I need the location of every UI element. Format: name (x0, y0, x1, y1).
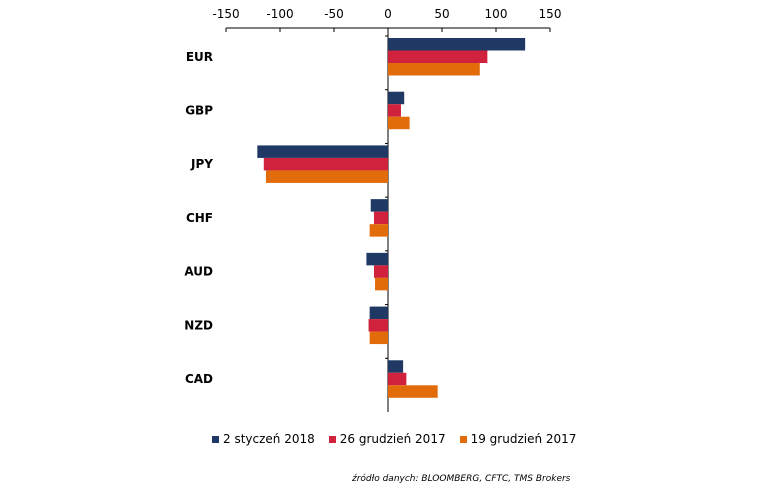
legend-swatch-series-1 (212, 435, 219, 443)
bar-gbp-series-1 (388, 91, 405, 105)
legend-item-series-3: 19 grudzień 2017 (459, 432, 577, 446)
legend-swatch-series-2 (328, 435, 336, 443)
x-tick-label: -100 (266, 7, 293, 21)
category-labels: EUR GBP JPY CHF AUD NZD CAD (184, 50, 213, 386)
category-label-gbp: GBP (185, 103, 213, 117)
bar-chf-series-2 (373, 211, 388, 225)
bar-eur-series-1 (388, 38, 526, 51)
source-note: źródło danych: BLOOMBERG, CFTC, TMS Brok… (352, 474, 571, 484)
bar-chf-series-1 (370, 199, 388, 212)
category-label-nzd: NZD (184, 318, 213, 332)
bar-nzd-series-2 (368, 319, 388, 332)
bar-cad-series-2 (388, 372, 407, 386)
category-label-cad: CAD (185, 372, 213, 386)
x-tick-label: 50 (434, 7, 449, 21)
legend-label-series-1: 2 styczeń 2018 (223, 432, 315, 446)
category-label-jpy: JPY (190, 157, 213, 171)
bar-jpy-series-3 (265, 170, 388, 183)
bar-gbp-series-2 (388, 104, 401, 117)
category-label-aud: AUD (184, 265, 213, 279)
bar-eur-series-3 (388, 63, 480, 76)
bar-aud-series-1 (366, 252, 388, 266)
bar-cad-series-3 (388, 385, 438, 398)
x-tick-label: -150 (212, 7, 239, 21)
bar-chart: -150 -100 -50 0 50 100 150 EUR GBP JPY CHF AUD NZD C… (184, 7, 561, 412)
bar-jpy-series-1 (257, 145, 388, 158)
bar-cad-series-1 (388, 360, 404, 373)
bar-eur-series-2 (388, 50, 488, 63)
legend: 2 styczeń 2018 26 grudzień 2017 19 grudz… (212, 432, 576, 446)
x-axis: -150 -100 -50 0 50 100 150 (212, 7, 561, 412)
legend-label-series-2: 26 grudzień 2017 (339, 432, 446, 446)
bar-chf-series-3 (369, 224, 388, 237)
bar-aud-series-3 (375, 277, 388, 291)
x-tick-label: 0 (384, 7, 392, 21)
legend-item-series-2: 26 grudzień 2017 (328, 432, 446, 446)
category-label-chf: CHF (186, 211, 213, 225)
x-tick-label: 150 (539, 7, 562, 21)
x-tick-label: 100 (485, 7, 508, 21)
category-label-eur: EUR (186, 50, 213, 64)
legend-label-series-3: 19 grudzień 2017 (470, 432, 577, 446)
bars (257, 38, 526, 398)
bar-gbp-series-3 (388, 116, 410, 130)
bar-jpy-series-2 (263, 157, 388, 171)
bar-nzd-series-1 (369, 306, 388, 320)
legend-item-series-1: 2 styczeń 2018 (212, 432, 315, 446)
bar-nzd-series-3 (369, 331, 388, 345)
bar-aud-series-2 (373, 265, 388, 278)
x-tick-label: -50 (324, 7, 344, 21)
legend-swatch-series-3 (459, 435, 467, 443)
